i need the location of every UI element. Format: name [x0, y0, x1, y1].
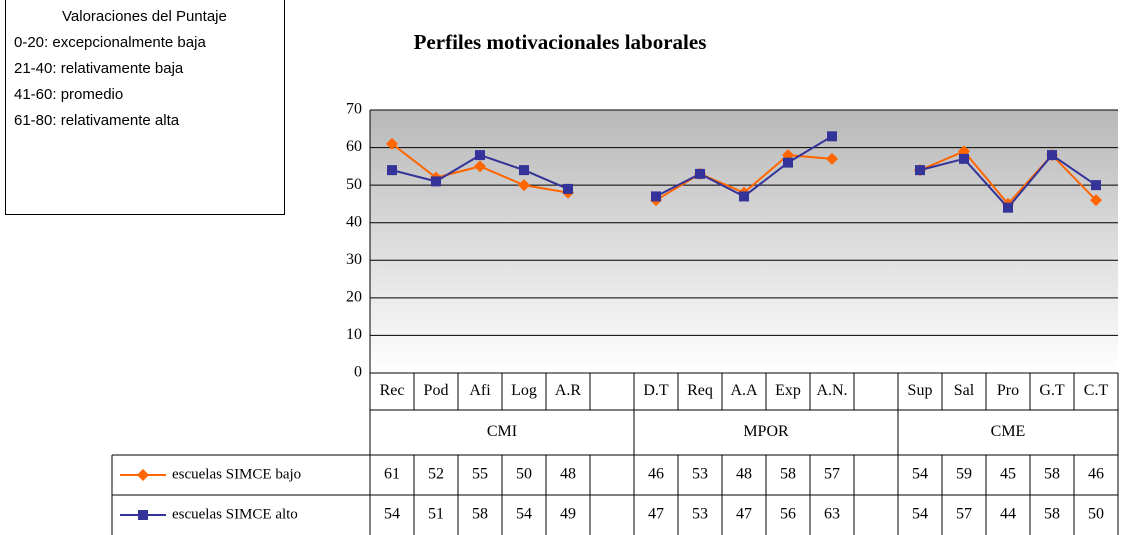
x-tick-label: A.N. — [816, 382, 847, 399]
marker — [1091, 180, 1101, 191]
table-value: 53 — [692, 506, 708, 523]
table-value: 54 — [912, 506, 928, 523]
marker — [563, 183, 573, 194]
table-value: 54 — [516, 506, 532, 523]
marker — [695, 168, 705, 179]
marker — [138, 510, 148, 520]
score-key-item: 21-40: relativamente baja — [14, 60, 184, 77]
table-value: 59 — [956, 466, 972, 483]
x-tick-label: Exp — [775, 382, 801, 399]
x-tick-label: C.T — [1084, 382, 1109, 399]
table-value: 58 — [780, 466, 796, 483]
score-key-item: 0-20: excepcionalmente baja — [14, 34, 206, 51]
marker — [518, 179, 530, 192]
group-label: CMI — [487, 423, 517, 440]
x-tick-label: G.T — [1039, 382, 1065, 399]
table-value: 44 — [1000, 506, 1016, 523]
marker — [1047, 150, 1057, 161]
group-label: CME — [991, 423, 1026, 440]
table-value: 48 — [560, 466, 576, 483]
marker — [519, 165, 529, 176]
y-tick-label: 70 — [346, 101, 362, 118]
table-value: 63 — [824, 506, 840, 523]
score-key-item: 61-80: relativamente alta — [14, 112, 180, 129]
marker — [137, 469, 149, 481]
marker — [827, 131, 837, 142]
table-value: 52 — [428, 466, 444, 483]
table-value: 49 — [560, 506, 576, 523]
marker — [474, 160, 486, 173]
marker — [1090, 194, 1102, 207]
table-value: 46 — [1088, 466, 1104, 483]
marker — [783, 157, 793, 168]
y-tick-label: 30 — [346, 251, 362, 268]
table-value: 57 — [956, 506, 972, 523]
x-tick-label: Rec — [380, 382, 405, 399]
chart-title: Perfiles motivacionales laborales — [414, 30, 707, 54]
table-value: 61 — [384, 466, 400, 483]
plot-area — [370, 110, 1118, 373]
table-value: 48 — [736, 466, 752, 483]
x-tick-label: Req — [687, 382, 713, 399]
marker — [386, 137, 398, 150]
marker — [431, 176, 441, 187]
score-key-title: Valoraciones del Puntaje — [62, 8, 227, 25]
y-tick-label: 50 — [346, 176, 362, 193]
marker — [826, 152, 838, 165]
table-value: 46 — [648, 466, 664, 483]
table-value: 50 — [1088, 506, 1104, 523]
marker — [475, 150, 485, 161]
table-value: 47 — [648, 506, 664, 523]
x-tick-label: Afi — [469, 382, 491, 399]
x-tick-label: A.A — [730, 382, 758, 399]
table-value: 54 — [912, 466, 928, 483]
y-tick-label: 0 — [354, 364, 362, 381]
table-value: 55 — [472, 466, 488, 483]
x-tick-label: A.R — [555, 382, 582, 399]
table-value: 54 — [384, 506, 400, 523]
table-value: 47 — [736, 506, 752, 523]
table-value: 45 — [1000, 466, 1016, 483]
x-tick-label: Log — [511, 382, 537, 399]
table-value: 56 — [780, 506, 796, 523]
table-value: 57 — [824, 466, 840, 483]
table-value: 58 — [472, 506, 488, 523]
table-value: 51 — [428, 506, 444, 523]
marker — [915, 165, 925, 176]
score-key: Valoraciones del Puntaje 0-20: excepcion… — [5, 0, 285, 215]
table-value: 58 — [1044, 506, 1060, 523]
x-tick-label: Sal — [954, 382, 975, 399]
table-value: 53 — [692, 466, 708, 483]
marker — [651, 191, 661, 202]
x-tick-label: Pro — [997, 382, 1019, 399]
y-tick-label: 20 — [346, 289, 362, 306]
marker — [1003, 202, 1013, 213]
y-tick-label: 40 — [346, 213, 362, 230]
marker — [387, 165, 397, 176]
y-tick-label: 60 — [346, 138, 362, 155]
table-value: 58 — [1044, 466, 1060, 483]
x-tick-label: D.T — [643, 382, 669, 399]
marker — [739, 191, 749, 202]
x-tick-label: Pod — [424, 382, 449, 399]
table-value: 50 — [516, 466, 532, 483]
x-tick-label: Sup — [908, 382, 933, 399]
marker — [959, 153, 969, 164]
y-tick-label: 10 — [346, 326, 362, 343]
legend-label: escuelas SIMCE alto — [172, 506, 298, 522]
group-label: MPOR — [743, 423, 789, 440]
legend-label: escuelas SIMCE bajo — [172, 466, 301, 482]
score-key-item: 41-60: promedio — [14, 86, 124, 103]
